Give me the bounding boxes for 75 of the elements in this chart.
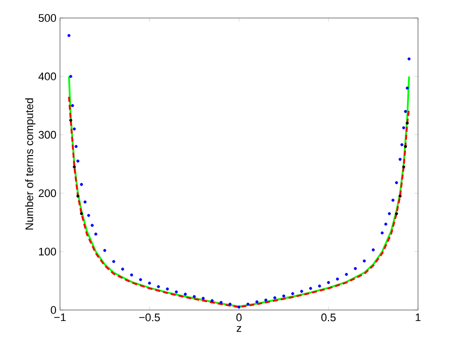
point <box>402 165 406 168</box>
point <box>69 118 72 122</box>
point <box>327 281 330 284</box>
point <box>76 160 80 163</box>
point <box>402 126 406 130</box>
point <box>139 278 142 282</box>
y-tick-label: 0 <box>50 306 56 314</box>
point <box>228 302 232 306</box>
point <box>384 222 388 226</box>
point <box>166 287 169 290</box>
x-tick-label: 1 <box>416 314 421 322</box>
y-tick-label: 300 <box>38 130 56 139</box>
y-tick-label: 500 <box>38 14 56 22</box>
point <box>246 302 250 306</box>
point <box>300 290 304 293</box>
point <box>72 127 76 130</box>
point <box>406 86 409 90</box>
y-axis-title: Number of terms computed <box>25 98 36 230</box>
x-tick-label: 0 <box>236 314 242 322</box>
point <box>255 300 258 304</box>
point <box>406 122 409 125</box>
point <box>391 198 394 202</box>
point <box>362 259 366 262</box>
point <box>112 260 116 264</box>
point <box>282 294 286 298</box>
point <box>395 181 398 184</box>
point <box>148 282 151 285</box>
point <box>404 110 407 113</box>
point <box>238 306 240 309</box>
point <box>67 34 70 38</box>
point <box>103 248 106 252</box>
x-axis-title: z <box>236 326 242 332</box>
point <box>318 284 322 288</box>
point <box>121 268 124 271</box>
point <box>76 194 80 198</box>
y-tick-label: 100 <box>39 248 56 256</box>
point <box>380 231 384 234</box>
point <box>398 158 402 161</box>
point <box>192 295 196 298</box>
point <box>80 182 83 186</box>
point <box>130 273 134 276</box>
point <box>94 232 98 236</box>
point <box>174 290 178 294</box>
point <box>84 200 87 204</box>
point <box>404 144 407 148</box>
point <box>69 74 72 78</box>
y-tick-label: 400 <box>38 72 56 80</box>
point <box>395 212 398 216</box>
x-tick-label: −1 <box>54 314 66 322</box>
point <box>72 165 76 168</box>
point <box>87 214 90 217</box>
point <box>309 286 312 290</box>
point <box>71 104 74 108</box>
point <box>184 292 187 296</box>
x-tick-label: −0.5 <box>139 314 160 322</box>
point <box>372 248 375 252</box>
point <box>273 296 276 300</box>
point <box>74 144 78 148</box>
point <box>220 300 223 304</box>
point <box>344 272 348 276</box>
point <box>156 285 160 288</box>
point <box>202 296 205 300</box>
y-tick-label: 200 <box>38 189 56 198</box>
x-tick-label: 0.5 <box>321 314 336 322</box>
point <box>80 212 83 216</box>
point <box>388 212 391 216</box>
point <box>398 194 402 198</box>
point <box>336 278 339 281</box>
point <box>400 143 404 146</box>
point <box>90 224 94 227</box>
point <box>408 57 411 60</box>
point <box>210 299 214 302</box>
point <box>264 298 268 302</box>
point <box>291 292 294 296</box>
point <box>354 267 357 270</box>
